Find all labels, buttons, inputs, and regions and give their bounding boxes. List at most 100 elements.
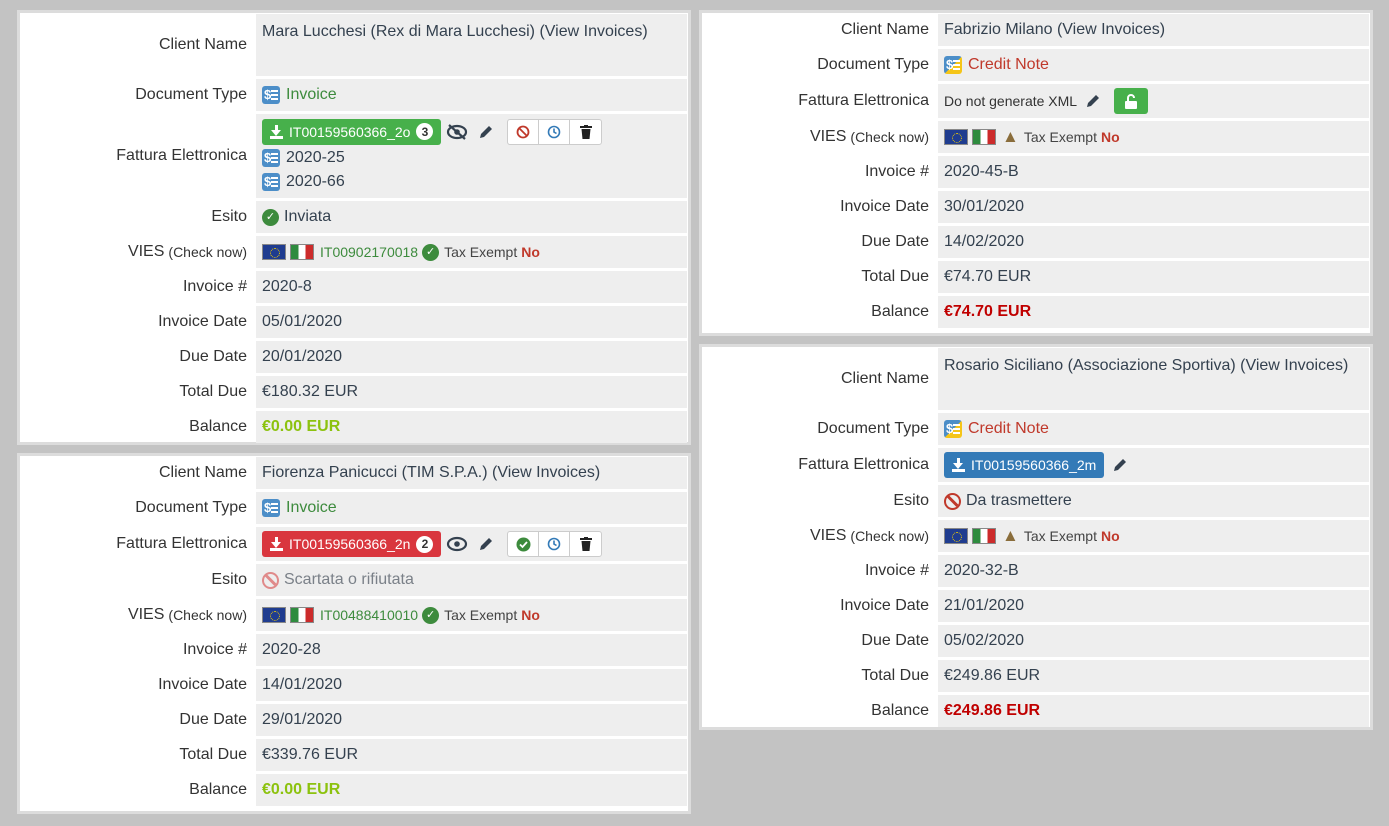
check-now-link[interactable]: (Check now) <box>850 129 929 145</box>
total-due-label: Total Due <box>179 746 247 763</box>
due-date-label: Due Date <box>179 711 247 728</box>
invoice-date-label: Invoice Date <box>840 597 929 614</box>
total-due-value: €249.86 EUR <box>938 660 1369 692</box>
document-type-link[interactable]: Invoice <box>286 86 337 103</box>
invoice-card-2: Client Name Fiorenza Panicucci (TIM S.P.… <box>17 453 691 814</box>
view-invoices-link[interactable]: (View Invoices) <box>492 464 601 481</box>
credit-note-doc-icon <box>944 417 962 441</box>
tax-exempt-label: Tax Exempt <box>1023 129 1097 145</box>
client-name-link[interactable]: Mara Lucchesi (Rex di Mara Lucchesi) <box>262 23 535 40</box>
fattura-label: Fattura Elettronica <box>798 456 929 473</box>
esito-label: Esito <box>211 571 247 588</box>
delete-button[interactable] <box>570 532 601 556</box>
vies-value: IT00488410010 ✓ Tax Exempt No <box>256 599 687 631</box>
check-circle-icon: ✓ <box>262 208 279 226</box>
document-type-label: Document Type <box>135 499 247 516</box>
italy-flag-icon <box>290 607 314 623</box>
accept-button[interactable] <box>508 532 540 556</box>
pencil-icon[interactable] <box>1107 452 1133 478</box>
check-now-link[interactable]: (Check now) <box>168 607 247 623</box>
total-due-value: €339.76 EUR <box>256 739 687 771</box>
related-doc-link[interactable]: 2020-66 <box>286 172 345 190</box>
client-name-label: Client Name <box>158 464 247 481</box>
balance-amount: €249.86 EUR <box>944 702 1041 719</box>
download-xml-button[interactable]: IT00159560366_2m <box>944 452 1105 478</box>
no-xml-text: Do not generate XML <box>944 93 1078 109</box>
count-badge: 2 <box>416 535 434 553</box>
document-type-label: Document Type <box>817 56 929 73</box>
due-date-value: 20/01/2020 <box>256 341 687 373</box>
check-circle-icon: ✓ <box>422 243 440 261</box>
italy-flag-icon <box>972 129 996 145</box>
eye-icon[interactable] <box>444 531 470 557</box>
tax-exempt-value: No <box>1100 528 1120 544</box>
download-icon <box>270 124 283 139</box>
client-name-link[interactable]: Rosario Siciliano (Associazione Sportiva… <box>944 357 1236 374</box>
pencil-icon[interactable] <box>1080 88 1106 114</box>
balance-amount: €0.00 EUR <box>262 418 341 435</box>
invoice-number-label: Invoice # <box>182 641 247 658</box>
pencil-icon[interactable] <box>473 119 499 145</box>
credit-note-doc-icon <box>944 53 962 77</box>
invoice-number-label: Invoice # <box>864 163 929 180</box>
due-date-value: 14/02/2020 <box>938 226 1369 258</box>
client-name-link[interactable]: Fabrizio Milano <box>944 21 1053 38</box>
download-xml-button[interactable]: IT00159560366_2o 3 <box>262 118 442 145</box>
esito-value: ✓ Inviata <box>256 201 687 233</box>
document-type-link[interactable]: Credit Note <box>968 420 1049 437</box>
italy-flag-icon <box>290 244 314 260</box>
vies-value: IT00902170018 ✓ Tax Exempt No <box>256 236 687 268</box>
esito-value: Scartata o rifiutata <box>256 564 687 596</box>
delete-button[interactable] <box>570 120 601 144</box>
invoice-date-label: Invoice Date <box>158 313 247 330</box>
pencil-icon[interactable] <box>473 531 499 557</box>
clock-button[interactable] <box>539 532 571 556</box>
fattura-value: IT00159560366_2o 3 2020-25 <box>256 114 687 198</box>
unlock-button[interactable] <box>1114 88 1149 114</box>
client-name-link[interactable]: Fiorenza Panicucci (TIM S.P.A.) <box>262 464 488 481</box>
eu-flag-icon <box>944 129 968 145</box>
view-invoices-link[interactable]: (View Invoices) <box>539 23 648 40</box>
balance-label: Balance <box>189 781 247 798</box>
document-type-link[interactable]: Credit Note <box>968 56 1049 73</box>
invoice-date-value: 05/01/2020 <box>256 306 687 338</box>
vies-label: VIES (Check now) <box>20 599 256 631</box>
invoice-date-value: 21/01/2020 <box>938 590 1369 622</box>
total-due-label: Total Due <box>179 383 247 400</box>
check-now-link[interactable]: (Check now) <box>850 528 929 544</box>
invoice-card-1: Client Name Mara Lucchesi (Rex di Mara L… <box>17 10 691 445</box>
download-icon <box>952 458 965 472</box>
esito-status: Da trasmettere <box>966 492 1072 509</box>
balance-value: €0.00 EUR <box>256 774 687 806</box>
balance-label: Balance <box>871 303 929 320</box>
vat-number: IT00902170018 <box>320 244 419 260</box>
fattura-value: IT00159560366_2m <box>938 448 1369 482</box>
esito-status: Scartata o rifiutata <box>284 571 414 588</box>
download-xml-button[interactable]: IT00159560366_2n 2 <box>262 531 442 557</box>
total-due-value: €74.70 EUR <box>938 261 1369 293</box>
due-date-label: Due Date <box>179 348 247 365</box>
client-name-label: Client Name <box>840 21 929 38</box>
total-due-label: Total Due <box>861 667 929 684</box>
view-invoices-link[interactable]: (View Invoices) <box>1056 21 1166 38</box>
eye-slash-icon[interactable] <box>444 119 470 145</box>
due-date-value: 05/02/2020 <box>938 625 1369 657</box>
reject-button[interactable] <box>508 119 540 144</box>
vies-label-text: VIES <box>127 606 165 623</box>
unlock-icon <box>1125 93 1138 109</box>
document-type-value: Invoice <box>256 79 687 111</box>
related-doc-link[interactable]: 2020-25 <box>286 148 345 166</box>
client-name-value: Fabrizio Milano (View Invoices) <box>938 14 1369 46</box>
invoice-card-4: Client Name Rosario Siciliano (Associazi… <box>699 344 1373 730</box>
check-now-link[interactable]: (Check now) <box>168 244 247 260</box>
due-date-value: 29/01/2020 <box>256 704 687 736</box>
document-type-link[interactable]: Invoice <box>286 499 337 516</box>
italy-flag-icon <box>972 528 996 544</box>
view-invoices-link[interactable]: (View Invoices) <box>1240 357 1349 374</box>
tax-exempt-label: Tax Exempt <box>444 607 518 623</box>
client-name-label: Client Name <box>840 370 929 387</box>
warning-icon: ▲ <box>1002 127 1019 146</box>
esito-label: Esito <box>893 492 929 509</box>
clock-button[interactable] <box>539 119 571 144</box>
invoice-number-label: Invoice # <box>864 562 929 579</box>
